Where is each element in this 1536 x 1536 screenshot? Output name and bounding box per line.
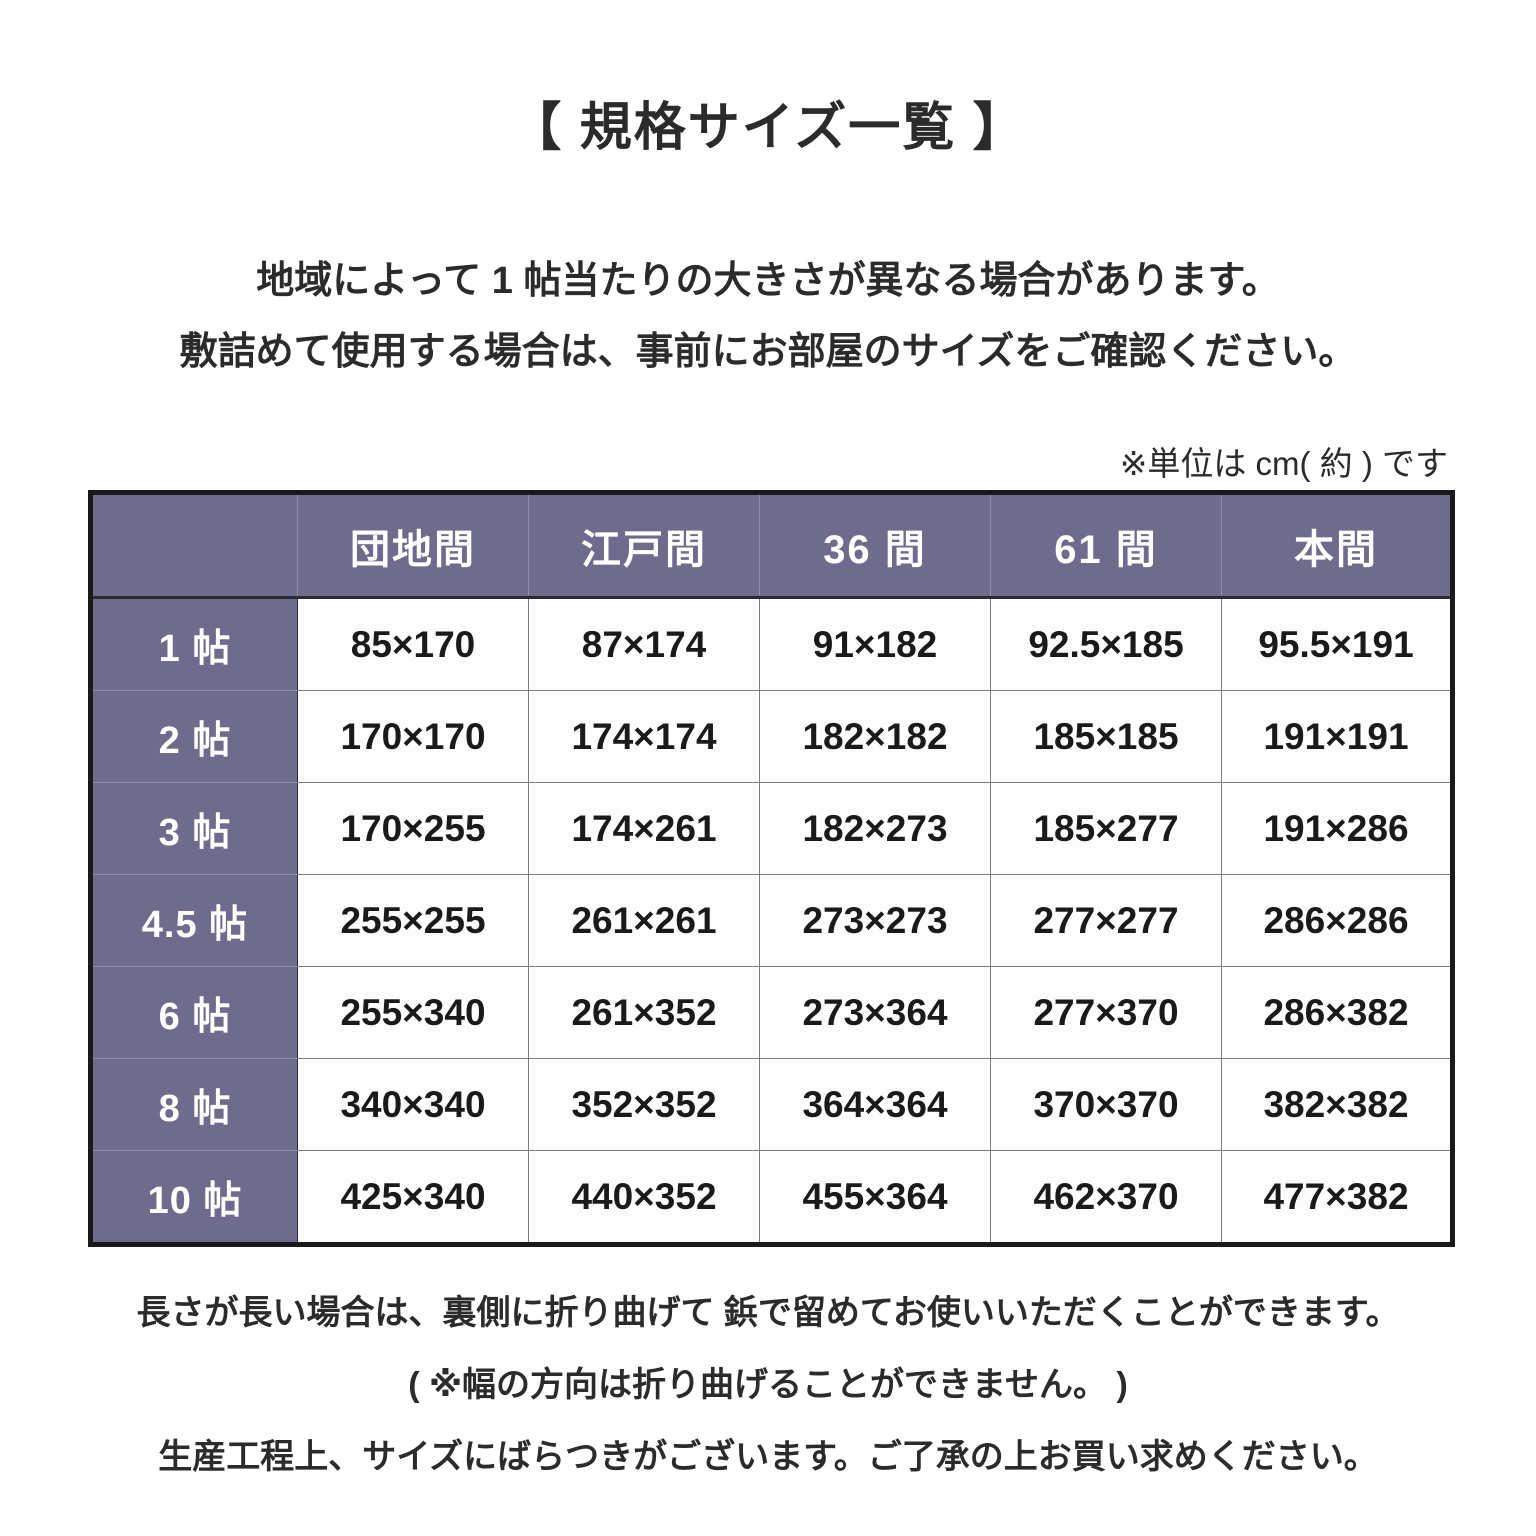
table-cell: 477×382 (1221, 1150, 1453, 1245)
table-cell: 87×174 (528, 597, 760, 691)
table-cell: 462×370 (990, 1150, 1222, 1245)
row-label: 3 帖 (90, 782, 298, 875)
page-title: 【 規格サイズ一覧 】 (509, 99, 1027, 157)
table-cell: 455×364 (759, 1150, 991, 1245)
column-header-edoma: 江戸間 (528, 492, 760, 599)
table-cell: 382×382 (1221, 1058, 1453, 1151)
table-cell: 277×370 (990, 966, 1222, 1059)
table-cell: 340×340 (297, 1058, 529, 1151)
table-cell: 261×352 (528, 966, 760, 1059)
table-corner-cell (90, 492, 298, 599)
table-header-row: 団地間 江戸間 36 間 61 間 本間 (90, 492, 1453, 599)
table-cell: 261×261 (528, 874, 760, 967)
table-cell: 440×352 (528, 1150, 760, 1245)
table-cell: 92.5×185 (990, 597, 1222, 691)
table-cell: 273×364 (759, 966, 991, 1059)
table-row: 10 帖 425×340 440×352 455×364 462×370 477… (90, 1150, 1453, 1245)
size-table: 団地間 江戸間 36 間 61 間 本間 1 帖 85×170 87×174 9… (88, 490, 1455, 1247)
table-cell: 182×182 (759, 690, 991, 783)
table-cell: 255×340 (297, 966, 529, 1059)
table-cell: 185×277 (990, 782, 1222, 875)
table-body: 1 帖 85×170 87×174 91×182 92.5×185 95.5×1… (90, 597, 1453, 1245)
table-cell: 425×340 (297, 1150, 529, 1245)
row-label: 2 帖 (90, 690, 298, 783)
column-header-danchima: 団地間 (297, 492, 529, 599)
table-row: 3 帖 170×255 174×261 182×273 185×277 191×… (90, 782, 1453, 875)
lead-line-2: 敷詰めて使用する場合は、事前にお部屋のサイズをご確認ください。 (179, 330, 1357, 373)
table-row: 8 帖 340×340 352×352 364×364 370×370 382×… (90, 1058, 1453, 1151)
table-cell: 191×191 (1221, 690, 1453, 783)
table-row: 6 帖 255×340 261×352 273×364 277×370 286×… (90, 966, 1453, 1059)
table-cell: 174×174 (528, 690, 760, 783)
table-cell: 352×352 (528, 1058, 760, 1151)
table-cell: 170×255 (297, 782, 529, 875)
column-header-honma: 本間 (1221, 492, 1453, 599)
footer-note-3: 生産工程上、サイズにばらつきがございます。ご了承の上お買い求めください。 (158, 1438, 1378, 1476)
size-table-container: 団地間 江戸間 36 間 61 間 本間 1 帖 85×170 87×174 9… (88, 490, 1455, 1247)
row-label: 4.5 帖 (90, 874, 298, 967)
lead-line-1: 地域によって 1 帖当たりの大きさが異なる場合があります。 (256, 260, 1280, 302)
table-cell: 286×286 (1221, 874, 1453, 967)
lead-description: 地域によって 1 帖当たりの大きさが異なる場合があります。 敷詰めて使用する場合… (0, 252, 1536, 382)
footer-note-2: ( ※幅の方向は折り曲げることができません。 ) (408, 1366, 1128, 1404)
table-cell: 185×185 (990, 690, 1222, 783)
table-cell: 370×370 (990, 1058, 1222, 1151)
table-header: 団地間 江戸間 36 間 61 間 本間 (90, 492, 1453, 599)
table-cell: 174×261 (528, 782, 760, 875)
footer-notes: 長さが長い場合は、裏側に折り曲げて 鋲で留めてお使いいただくことができます。 (… (0, 1296, 1536, 1474)
footer-note-1: 長さが長い場合は、裏側に折り曲げて 鋲で留めてお使いいただくことができます。 (136, 1294, 1400, 1332)
table-cell: 364×364 (759, 1058, 991, 1151)
table-cell: 182×273 (759, 782, 991, 875)
row-label: 1 帖 (90, 597, 298, 691)
table-cell: 273×273 (759, 874, 991, 967)
table-cell: 286×382 (1221, 966, 1453, 1059)
table-cell: 85×170 (297, 597, 529, 691)
table-row: 4.5 帖 255×255 261×261 273×273 277×277 28… (90, 874, 1453, 967)
table-cell: 191×286 (1221, 782, 1453, 875)
table-row: 2 帖 170×170 174×174 182×182 185×185 191×… (90, 690, 1453, 783)
column-header-61ma: 61 間 (990, 492, 1222, 599)
table-cell: 95.5×191 (1221, 597, 1453, 691)
row-label: 6 帖 (90, 966, 298, 1059)
table-cell: 277×277 (990, 874, 1222, 967)
table-cell: 91×182 (759, 597, 991, 691)
column-header-36ma: 36 間 (759, 492, 991, 599)
table-cell: 255×255 (297, 874, 529, 967)
unit-note: ※単位は cm( 約 ) です (1119, 445, 1448, 482)
table-row: 1 帖 85×170 87×174 91×182 92.5×185 95.5×1… (90, 597, 1453, 691)
table-cell: 170×170 (297, 690, 529, 783)
row-label: 10 帖 (90, 1150, 298, 1245)
row-label: 8 帖 (90, 1058, 298, 1151)
